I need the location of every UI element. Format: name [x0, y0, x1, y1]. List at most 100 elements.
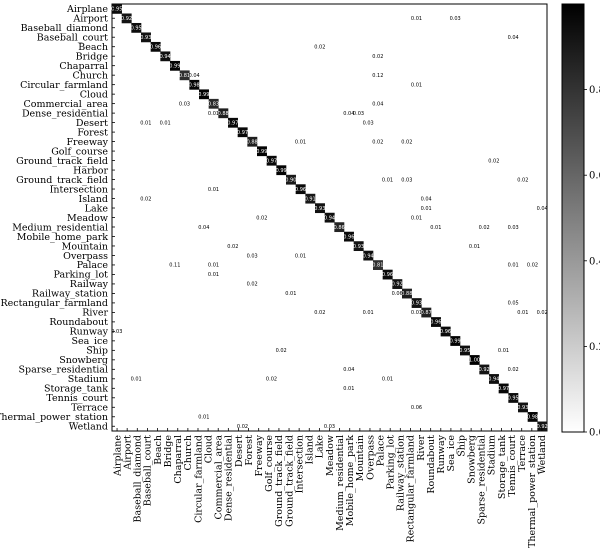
column-label: Dense_residential — [224, 435, 235, 521]
column-label: Ground_track_field — [274, 435, 285, 527]
column-label: Island — [305, 435, 316, 465]
column-label: Airport — [122, 435, 133, 471]
cell-value-label: 0.03 — [363, 120, 374, 126]
matrix-cell — [431, 317, 441, 327]
matrix-cell — [324, 212, 335, 223]
row-label: Bridge — [76, 51, 109, 62]
matrix-cell — [382, 269, 393, 280]
cell-value-label: 0.03 — [111, 329, 122, 335]
cell-value-label: 0.01 — [517, 310, 528, 316]
cell-value-label: 0.02 — [527, 263, 538, 269]
cell-value-label: 0.04 — [372, 101, 383, 107]
cell-value-label: 0.93 — [314, 206, 325, 212]
matrix-cell — [392, 279, 403, 289]
matrix-cell — [450, 336, 461, 346]
cell-value-label: 0.04 — [343, 111, 354, 117]
column-label: Desert — [234, 435, 245, 467]
row-label: Circular_farmland — [20, 80, 108, 91]
cell-value-label: 0.94 — [324, 215, 335, 221]
cell-value-label: 0.81 — [179, 73, 190, 79]
cell-value-label: 0.92 — [479, 367, 490, 373]
cell-value-label: 0.90 — [285, 177, 296, 183]
cell-value-label: 0.01 — [295, 139, 306, 145]
cell-value-label: 0.83 — [208, 101, 219, 107]
column-label: Ground_track_field — [284, 435, 295, 527]
column-labels: Airplane Airport Baseball_diamond Baseball_… — [112, 434, 548, 548]
column-label: Airplane — [112, 435, 123, 477]
cell-value-label: 0.02 — [517, 177, 528, 183]
cell-value-label: 0.93 — [411, 301, 422, 307]
cell-value-label: 0.95 — [131, 26, 142, 32]
matrix-cell — [489, 374, 499, 384]
cell-value-label: 0.96 — [343, 234, 354, 240]
column-label: Railway_station — [396, 435, 407, 511]
matrix-cell — [373, 260, 383, 270]
matrix-cell — [315, 203, 325, 214]
matrix-cell — [508, 393, 519, 403]
row-label: Rectangular_farmland — [0, 298, 108, 309]
row-label: Chaparral — [59, 61, 108, 72]
column-label: Sea_ice — [446, 435, 457, 472]
matrix-cell — [141, 32, 151, 43]
cell-value-label: 0.87 — [421, 310, 432, 316]
matrix-cell — [460, 345, 470, 356]
column-label: Commercial_area — [214, 435, 225, 520]
cell-value-label: 0.01 — [421, 206, 432, 212]
matrix-cell — [266, 155, 277, 166]
matrix-cell — [247, 136, 258, 147]
cell-value-label: 0.95 — [508, 396, 519, 402]
row-label: Commercial_area — [24, 99, 109, 110]
row-label: Palace — [77, 260, 109, 271]
cell-value-label: 0.01 — [382, 177, 393, 183]
matrix-cell — [218, 108, 229, 119]
row-label: Harbor — [73, 165, 108, 176]
matrix-cell — [112, 4, 122, 14]
matrix-cell — [305, 193, 316, 204]
cell-value-label: 0.01 — [411, 16, 422, 22]
row-label: Roundabout — [49, 317, 108, 328]
cell-value-label: 0.92 — [392, 282, 403, 288]
matrix-cell — [353, 241, 364, 252]
cell-value-label: 0.05 — [508, 301, 519, 307]
matrix-cell — [537, 421, 548, 432]
cell-value-label: 0.01 — [295, 253, 306, 259]
colorbar-tick-label: 0.2 — [589, 342, 600, 353]
cell-value-label: 0.01 — [140, 120, 151, 126]
cell-value-label: 0.93 — [517, 405, 528, 411]
matrix-cell — [527, 412, 538, 422]
cell-value-label: 0.03 — [247, 253, 258, 259]
cell-value-label: 0.94 — [160, 54, 171, 60]
row-label: Tennis_court — [46, 393, 108, 404]
column-label: Church — [183, 435, 194, 471]
cell-value-label: 0.01 — [498, 348, 509, 354]
cell-value-label: 0.04 — [508, 35, 519, 41]
cell-value-label: 0.03 — [179, 101, 190, 107]
cell-value-label: 0.01 — [343, 386, 354, 392]
column-label: Bridge — [163, 435, 174, 468]
cell-value-label: 0.01 — [131, 377, 142, 383]
matrix-cell — [131, 22, 142, 33]
cell-value-label: 0.04 — [343, 367, 354, 373]
cell-value-label: 0.01 — [508, 263, 519, 269]
row-label: Railway_station — [32, 289, 108, 300]
colorbar-ticks: 0.0 0.2 0.4 0.6 0.8 — [584, 85, 600, 439]
cell-value-label: 0.06 — [411, 405, 422, 411]
column-label: Golf_course — [264, 435, 275, 492]
row-label: Lake — [85, 203, 109, 214]
column-label: Wetland — [537, 435, 548, 474]
cell-value-label: 0.03 — [324, 424, 335, 430]
matrix-cell — [237, 127, 248, 138]
matrix-cell — [121, 13, 132, 24]
cell-value-label: 0.95 — [111, 7, 122, 13]
row-label: Island — [78, 194, 108, 205]
matrix-cell — [518, 402, 528, 413]
row-label: Railway — [70, 279, 109, 290]
matrix-cell — [179, 70, 190, 81]
column-label: Beach — [153, 435, 164, 465]
cell-value-label: 0.93 — [353, 244, 364, 250]
matrix-cell — [469, 355, 480, 365]
cell-value-label: 0.02 — [479, 225, 490, 231]
cell-value-label: 0.02 — [372, 54, 383, 60]
row-label: Wetland — [69, 422, 108, 433]
row-labels: AirplaneAirportBaseball_diamondBaseball_… — [0, 4, 109, 433]
